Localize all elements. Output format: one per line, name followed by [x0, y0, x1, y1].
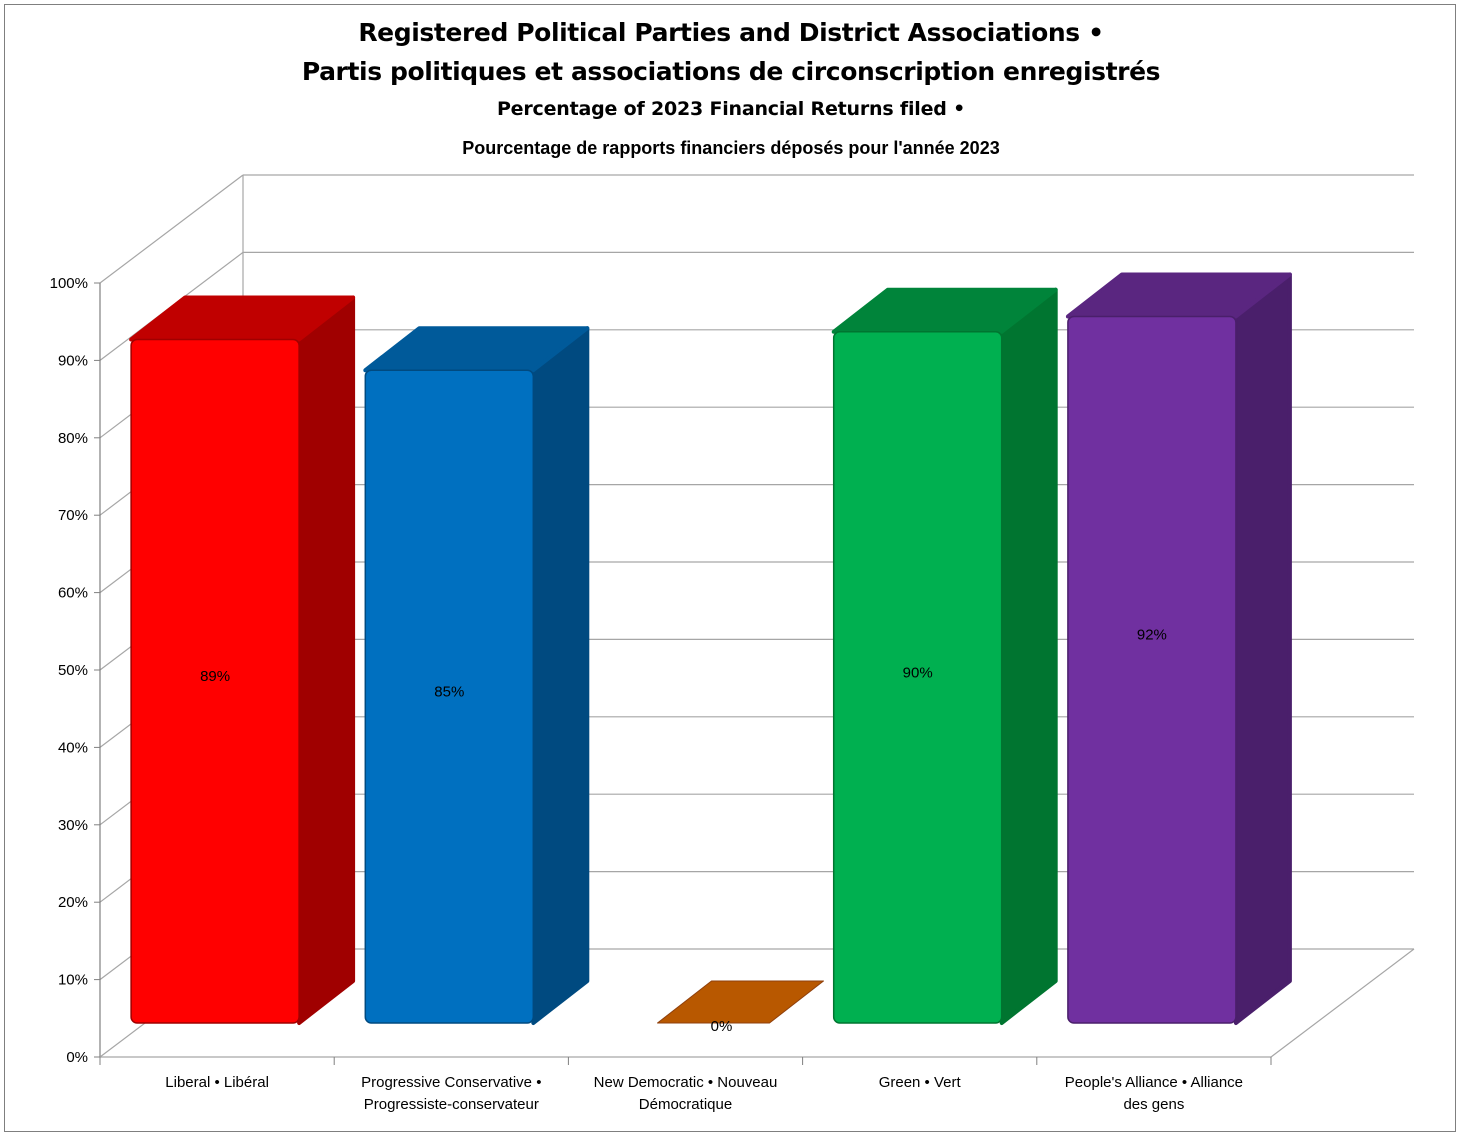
y-tick-label: 90% [58, 352, 88, 369]
data-label: 89% [200, 668, 230, 685]
x-category-label: New Democratic • Nouveau [594, 1074, 778, 1091]
bar-front [1067, 315, 1237, 1024]
bar-side [297, 295, 356, 1025]
y-tick-label: 20% [58, 894, 88, 911]
x-category-label: Démocratique [639, 1096, 732, 1113]
y-tick-label: 100% [50, 275, 88, 292]
bar-side [999, 287, 1058, 1025]
bar-front [832, 331, 1003, 1024]
floor-right [1270, 948, 1415, 1058]
bar-side [531, 326, 590, 1025]
y-tick-label: 0% [66, 1049, 88, 1066]
bar: 92% [1065, 272, 1292, 1025]
gridline-side [99, 174, 244, 284]
bar: 85% [363, 326, 590, 1025]
x-category-label: des gens [1123, 1096, 1184, 1113]
chart-subtitle-line2: Pourcentage de rapports financiers dépos… [462, 138, 1000, 158]
y-tick-label: 60% [58, 585, 88, 602]
x-category-label: Progressiste-conservateur [364, 1096, 539, 1113]
bar: 90% [831, 287, 1058, 1025]
y-tick-label: 30% [58, 817, 88, 834]
bar: 89% [129, 295, 356, 1025]
y-tick-label: 50% [58, 662, 88, 679]
data-label: 90% [903, 664, 933, 681]
bar-top [657, 980, 824, 1024]
y-tick-label: 70% [58, 507, 88, 524]
bar: 0% [657, 980, 824, 1035]
x-category-label: Green • Vert [879, 1074, 962, 1091]
x-category-label: Progressive Conservative • [361, 1074, 541, 1091]
y-tick-label: 80% [58, 430, 88, 447]
chart-subtitle: Percentage of 2023 Financial Returns fil… [496, 98, 966, 120]
bar-front [364, 369, 535, 1024]
data-label: 85% [434, 684, 464, 701]
data-label: 92% [1137, 627, 1167, 644]
bar-side [1233, 272, 1292, 1025]
data-label: 0% [711, 1018, 733, 1035]
x-category-label: Liberal • Libéral [165, 1074, 269, 1091]
y-tick-label: 10% [58, 972, 88, 989]
bar-front [130, 338, 300, 1024]
chart-title-line2: Partis politiques et associations de cir… [301, 57, 1161, 86]
y-tick-label: 40% [58, 739, 88, 756]
x-category-label: People's Alliance • Alliance [1065, 1074, 1243, 1091]
chart-title: Registered Political Parties and Distric… [358, 18, 1104, 47]
